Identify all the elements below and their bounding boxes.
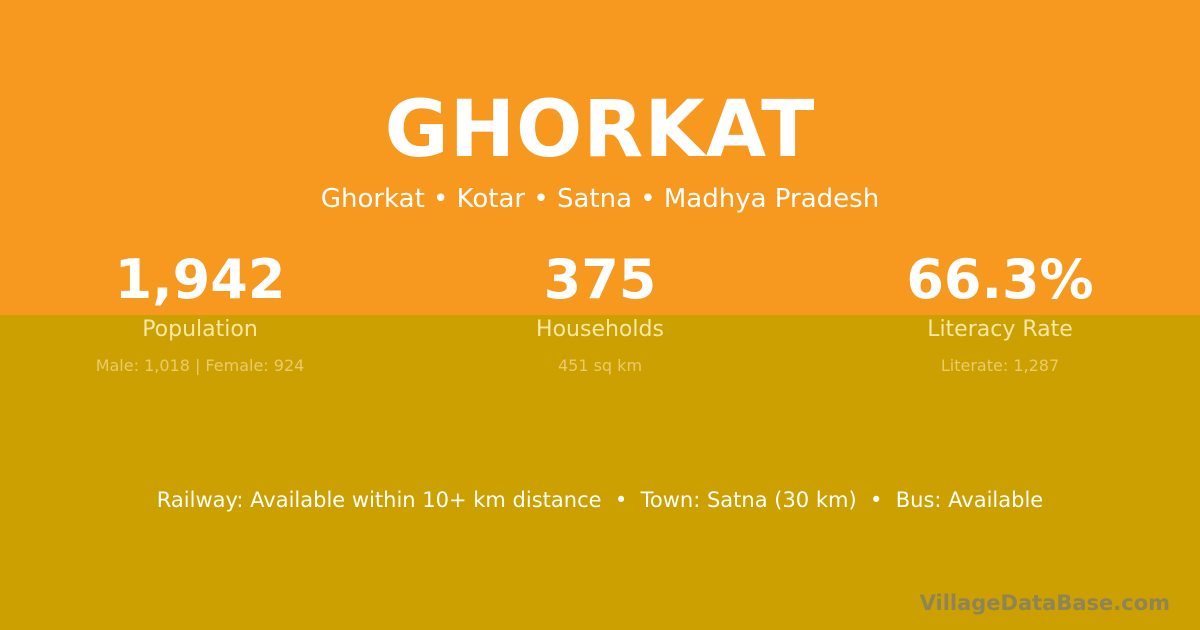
stat-detail: 451 sq km <box>557 356 643 375</box>
stat-label: Households <box>536 317 664 342</box>
stat-label: Literacy Rate <box>927 317 1073 342</box>
stat-value: 66.3% <box>906 248 1094 311</box>
stat-literacy: 66.3% Literacy Rate Literate: 1,287 <box>800 245 1200 377</box>
brand-logo: VillageDataBase.com <box>919 591 1170 615</box>
stat-detail: Literate: 1,287 <box>940 356 1060 375</box>
stat-value: 1,942 <box>114 248 286 311</box>
stat-value: 375 <box>543 248 657 311</box>
location-breadcrumb: Ghorkat • Kotar • Satna • Madhya Pradesh <box>320 184 880 214</box>
header-band <box>0 0 1200 315</box>
stat-detail: Male: 1,018 | Female: 924 <box>95 356 305 375</box>
stat-population: 1,942 Population Male: 1,018 | Female: 9… <box>0 245 400 377</box>
amenities-line: Railway: Available within 10+ km distanc… <box>156 488 1044 512</box>
footer-band <box>0 315 1200 630</box>
stat-label: Population <box>142 317 258 342</box>
stat-households: 375 Households 451 sq km <box>400 245 800 377</box>
village-title: GHORKAT <box>384 85 816 175</box>
